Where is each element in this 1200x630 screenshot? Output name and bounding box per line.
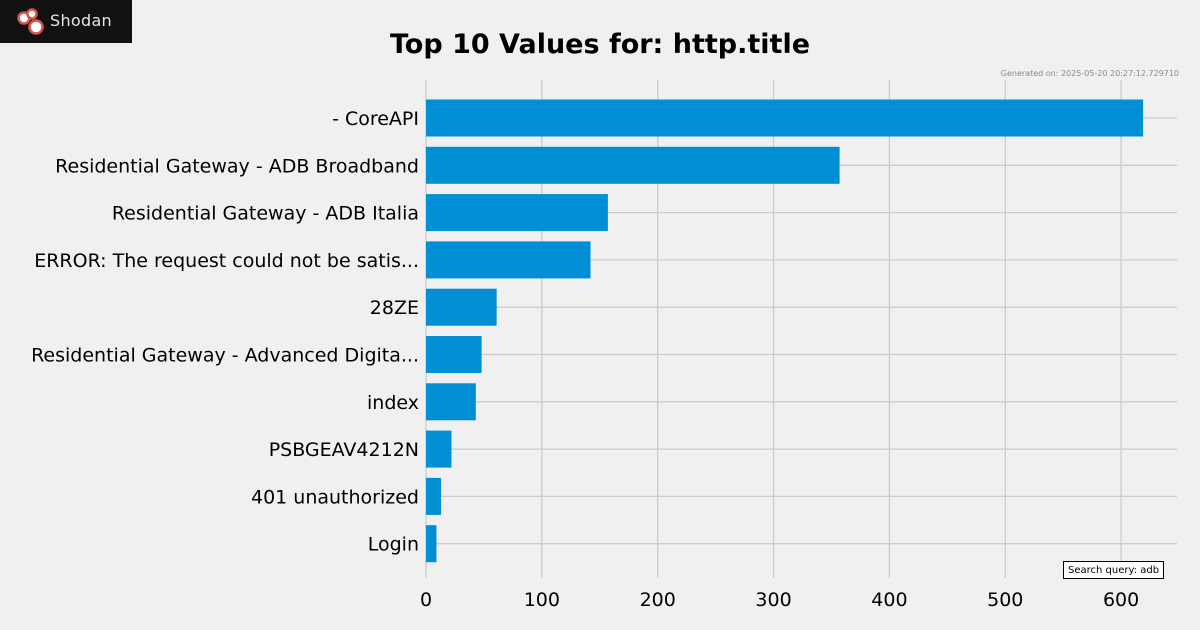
- logo-text: Shodan: [50, 11, 112, 30]
- bar-6: [426, 383, 476, 421]
- bar-1: [426, 146, 840, 184]
- category-label-2: Residential Gateway - ADB Italia: [112, 203, 419, 225]
- category-label-8: 401 unauthorized: [251, 486, 419, 508]
- x-tick-label-0: 0: [420, 589, 432, 611]
- x-tick-label-5: 500: [987, 589, 1023, 611]
- bar-7: [426, 430, 452, 468]
- category-label-4: 28ZE: [370, 297, 419, 319]
- category-label-3: ERROR: The request could not be satis...: [34, 250, 419, 272]
- bar-3: [426, 241, 591, 279]
- category-label-5: Residential Gateway - Advanced Digita...: [31, 345, 419, 367]
- shodan-logo-icon: [17, 8, 44, 35]
- chart-title: Top 10 Values for: http.title: [389, 29, 811, 60]
- category-label-9: Login: [368, 534, 419, 556]
- bar-9: [426, 525, 437, 563]
- shodan-logo: Shodan: [0, 0, 132, 43]
- x-tick-label-3: 300: [755, 589, 791, 611]
- x-tick-label-1: 100: [524, 589, 560, 611]
- x-tick-label-6: 600: [1103, 589, 1139, 611]
- bar-layer: [426, 99, 1144, 563]
- generated-timestamp: Generated on: 2025-05-20 20:27:12.729710: [1000, 69, 1179, 78]
- bar-8: [426, 477, 442, 515]
- bar-4: [426, 288, 497, 326]
- x-tick-label-2: 200: [640, 589, 676, 611]
- bar-5: [426, 336, 482, 373]
- category-label-1: Residential Gateway - ADB Broadband: [55, 155, 419, 177]
- bar-2: [426, 194, 608, 232]
- category-label-0: - CoreAPI: [332, 108, 419, 130]
- x-tick-label-4: 400: [871, 589, 907, 611]
- category-label-7: PSBGEAV4212N: [269, 439, 419, 461]
- x-tick-layer: 0 100 200 300 400 500 600: [420, 589, 1139, 611]
- category-label-layer: - CoreAPI Residential Gateway - ADB Broad…: [31, 108, 419, 556]
- category-label-6: index: [367, 392, 419, 414]
- bar-0: [426, 99, 1144, 137]
- search-query-box: Search query: adb: [1063, 561, 1165, 579]
